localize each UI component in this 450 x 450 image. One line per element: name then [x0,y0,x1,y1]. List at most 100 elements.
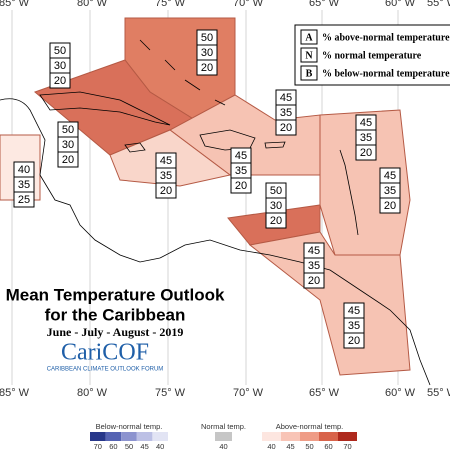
colorbar-label: Above-normal temp. [276,422,344,431]
colorbar-tick: 40 [219,442,227,450]
probability-above: 50 [201,32,213,44]
colorbar-tick: 40 [156,442,164,450]
probability-above: 50 [62,124,74,136]
longitude-label: 80° W [77,387,108,399]
colorbar-swatch [215,432,232,441]
title-line-2: for the Caribbean [45,305,186,324]
colorbar-tick: 70 [94,442,102,450]
colorbar-swatch [281,432,300,441]
colorbar: Below-normal temp. 70 60 50 45 40 Normal temp.… [90,422,357,450]
colorbar-swatch [136,432,153,441]
probability-above: 45 [348,305,360,317]
probability-cell [230,177,252,194]
legend-key: A [305,32,313,43]
season: June - July - August - 2019 [47,325,184,339]
colorbar-tick: 60 [324,442,332,450]
probability-below: 20 [160,185,172,197]
probability-normal: 35 [348,320,360,332]
longitude-label: 85° W [0,0,30,9]
probability-below: 20 [280,122,292,134]
colorbar-swatch [105,432,122,441]
colorbar-tick: 70 [343,442,351,450]
colorbar-swatch [90,432,106,441]
probability-cell [155,182,177,199]
longitude-label: 60° W [385,387,416,399]
legend-key-box [300,29,318,45]
probability-above: 40 [18,164,30,176]
zone-guianas [248,231,411,376]
probability-normal: 30 [201,47,213,59]
probability-above: 45 [360,117,372,129]
probability-below: 20 [201,62,213,74]
probability-above: 45 [235,150,247,162]
longitude-label: 80° W [77,0,108,9]
probability-cell [343,332,365,349]
probability-above: 50 [270,185,282,197]
legend-text: % above-normal temperature [322,32,450,43]
probability-cell [49,72,71,89]
legend-key: N [305,50,313,61]
probability-normal: 30 [270,200,282,212]
logo-tagline: CARIBBEAN CLIMATE OUTLOOK FORUM [47,367,164,373]
colorbar-swatch [262,432,281,441]
probability-normal: 35 [160,170,172,182]
longitude-label: 75° W [155,387,186,399]
probability-normal: 35 [280,107,292,119]
longitude-label: 70° W [233,387,264,399]
longitude-label: 70° W [233,0,264,9]
probability-above: 45 [280,92,292,104]
probability-below: 20 [348,335,360,347]
probability-normal: 30 [54,60,66,72]
legend-text: % below-normal temperature [322,68,450,79]
probability-below: 20 [360,147,372,159]
colorbar-swatch [300,432,319,441]
probability-cell [275,119,297,136]
colorbar-swatch [338,432,357,441]
probability-normal: 30 [62,139,74,151]
colorbar-label: Normal temp. [201,422,246,431]
probability-cell [265,212,287,229]
legend-key-box [300,47,318,63]
longitude-label: 65° W [309,0,340,9]
probability-below: 20 [62,154,74,166]
longitude-label: 55° W [427,387,450,399]
longitude-labels-bottom: 85° W 80° W 75° W 70° W 65° W 60° W 55° W [0,387,450,399]
longitude-label: 60° W [385,0,416,9]
legend: A % above-normal temperature N % normal tem… [294,24,450,86]
legend-text: % normal temperature [322,50,422,61]
colorbar-label: Below-normal temp. [96,422,163,431]
probability-cell [196,59,218,76]
colorbar-swatch [152,432,168,441]
probability-below: 20 [54,75,66,87]
colorbar-tick: 60 [109,442,117,450]
probability-above: 45 [384,170,396,182]
probability-cell [13,191,35,208]
probability-below: 25 [18,194,30,206]
probability-below: 20 [270,215,282,227]
title-line-1: Mean Temperature Outlook [6,285,225,304]
probability-above: 50 [54,45,66,57]
colorbar-tick: 40 [267,442,275,450]
legend-key-box [300,65,318,81]
colorbar-tick: 50 [305,442,313,450]
probability-normal: 35 [18,179,30,191]
probability-cell [303,272,325,289]
probability-boxes: 50 30 20 50 30 20 50 30 20 45 35 20 45 35 20 45 35 20 45 35… [13,29,401,349]
probability-cell [57,151,79,168]
longitude-label: 55° W [427,0,450,9]
probability-normal: 35 [384,185,396,197]
probability-normal: 35 [235,165,247,177]
longitude-label: 75° W [155,0,186,9]
colorbar-tick: 45 [140,442,148,450]
logo-name: CariCOF [61,340,149,366]
probability-below: 20 [235,180,247,192]
longitude-labels-top: 85° W 80° W 75° W 70° W 65° W 60° W 55° W [0,0,450,9]
probability-above: 45 [160,155,172,167]
legend-frame [294,24,450,86]
probability-normal: 35 [360,132,372,144]
longitude-label: 65° W [309,387,340,399]
colorbar-tick: 50 [125,442,133,450]
probability-cell [355,144,377,161]
probability-below: 20 [308,275,320,287]
